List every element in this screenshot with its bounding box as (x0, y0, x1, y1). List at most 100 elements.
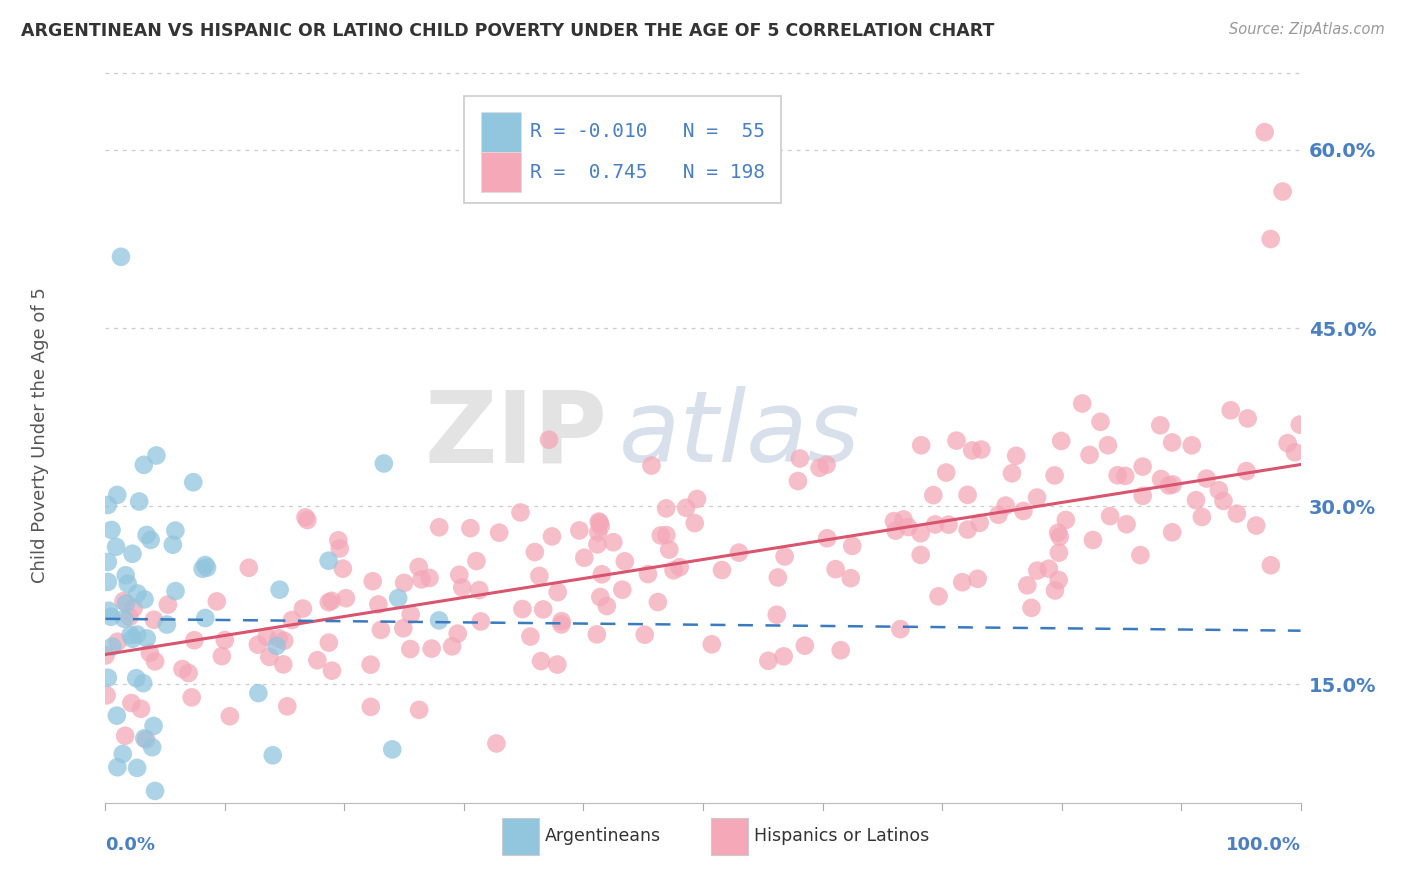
Point (529, 569, 551, 583)
Point (267, 632, 290, 646)
Point (1107, 468, 1129, 483)
Point (392, 575, 415, 590)
Point (335, 591, 357, 606)
Point (935, 466, 957, 480)
Point (218, 709, 240, 723)
Point (789, 451, 811, 466)
Text: R = -0.010   N =  55: R = -0.010 N = 55 (530, 122, 765, 141)
Point (142, 613, 165, 627)
Point (1260, 232, 1282, 246)
Point (530, 654, 553, 668)
Point (1161, 477, 1184, 491)
Point (519, 630, 541, 644)
Point (1071, 396, 1094, 410)
Point (97, 604, 120, 618)
Point (815, 531, 838, 545)
Point (602, 535, 624, 549)
Point (531, 602, 554, 616)
Point (1099, 509, 1122, 524)
Point (772, 649, 794, 664)
Point (110, 250, 132, 264)
Point (1090, 415, 1112, 429)
Point (318, 554, 340, 568)
Point (297, 513, 319, 527)
Point (165, 524, 187, 538)
Point (893, 512, 915, 526)
Point (128, 494, 150, 508)
Point (246, 638, 269, 652)
Point (332, 561, 354, 575)
Point (194, 558, 217, 572)
Point (1226, 507, 1249, 521)
Point (132, 458, 155, 472)
Point (134, 592, 156, 607)
Point (1150, 472, 1173, 486)
Point (360, 657, 382, 672)
Point (1047, 573, 1070, 587)
Point (129, 702, 152, 716)
Point (1005, 449, 1028, 463)
Point (273, 633, 295, 648)
Point (294, 510, 316, 524)
Point (588, 515, 610, 529)
Point (884, 524, 907, 538)
Point (889, 622, 911, 636)
Point (509, 505, 531, 519)
Point (156, 617, 179, 632)
Point (910, 526, 932, 541)
Point (1017, 578, 1039, 592)
Point (1132, 489, 1154, 503)
Point (247, 686, 270, 700)
Point (956, 523, 979, 537)
Point (162, 538, 184, 552)
Point (387, 591, 409, 606)
Point (922, 488, 945, 502)
Point (141, 740, 163, 755)
Point (546, 657, 568, 672)
Point (460, 521, 482, 535)
Text: Argentineans: Argentineans (546, 827, 661, 846)
Point (1161, 525, 1184, 540)
Point (105, 488, 128, 502)
Point (596, 599, 619, 613)
Point (1185, 493, 1208, 508)
Point (962, 443, 984, 458)
Point (105, 708, 128, 723)
Point (1047, 546, 1070, 560)
Point (1021, 600, 1043, 615)
Point (97, 671, 120, 685)
Point (114, 568, 136, 582)
Point (950, 575, 973, 590)
Point (662, 563, 685, 577)
Point (143, 654, 166, 668)
Point (883, 514, 905, 528)
Point (1050, 434, 1073, 448)
Point (451, 581, 474, 595)
Point (367, 598, 389, 612)
Point (273, 657, 295, 672)
Point (411, 573, 433, 587)
Point (987, 508, 1010, 522)
Point (945, 434, 967, 448)
Point (194, 611, 217, 625)
Point (1236, 411, 1258, 425)
Point (655, 501, 678, 516)
Point (765, 607, 787, 622)
Point (574, 550, 596, 565)
Point (589, 590, 612, 604)
Point (181, 475, 204, 490)
Point (97, 555, 120, 569)
Point (142, 719, 165, 733)
Point (121, 632, 143, 646)
Point (97, 574, 120, 589)
Point (488, 525, 510, 540)
Point (766, 570, 789, 584)
Point (756, 654, 779, 668)
Point (966, 572, 988, 586)
Point (427, 614, 450, 628)
Point (139, 533, 162, 547)
Point (447, 626, 470, 640)
Point (107, 760, 129, 774)
FancyBboxPatch shape (711, 818, 748, 855)
Point (956, 488, 979, 502)
